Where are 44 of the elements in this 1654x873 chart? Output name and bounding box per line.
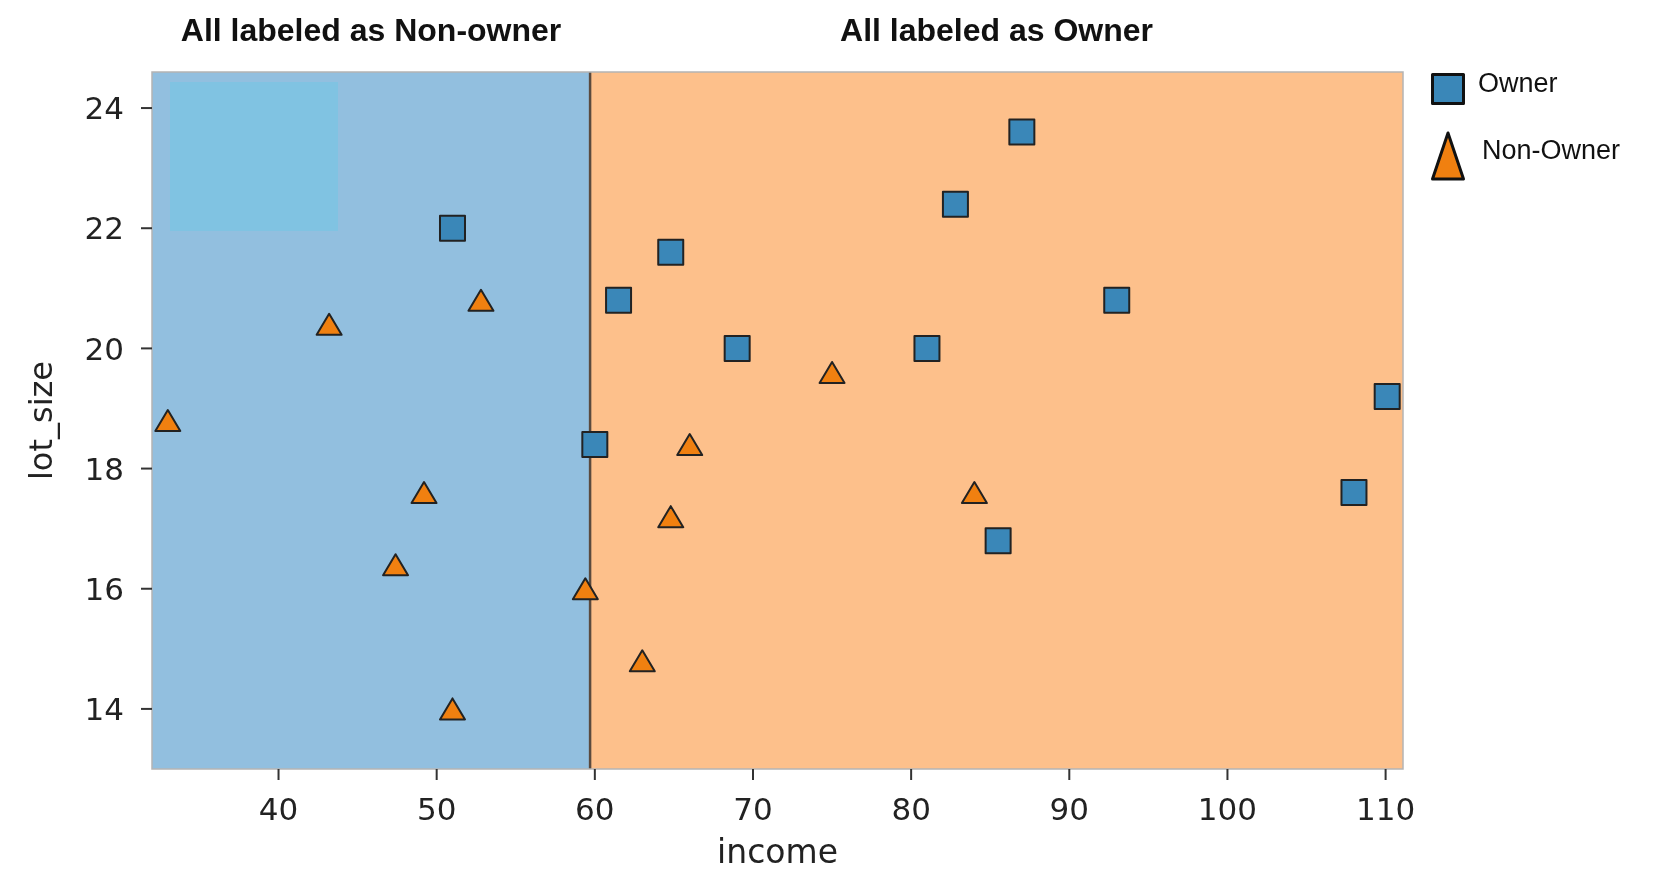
y-tick-label: 16 [84, 570, 124, 607]
x-tick-label: 60 [575, 791, 615, 827]
y-tick-label: 20 [84, 330, 124, 367]
point [941, 190, 969, 218]
point [657, 238, 685, 266]
point [438, 214, 466, 242]
x-tick-label: 40 [258, 791, 299, 827]
legend-label: Non-Owner [1482, 135, 1621, 165]
point [1373, 382, 1401, 410]
point [628, 649, 656, 673]
point [676, 433, 704, 457]
band-label: All labeled as Owner [840, 12, 1154, 48]
x-tick-label: 90 [1049, 791, 1090, 827]
point [818, 360, 846, 384]
point [154, 409, 182, 432]
y-tick-label: 22 [84, 210, 124, 247]
band-label: All labeled as Non-owner [180, 12, 562, 48]
y-axis-title: lot_size [22, 360, 60, 481]
x-tick-label: 50 [416, 791, 457, 827]
point [913, 334, 941, 362]
point [960, 481, 988, 505]
point [723, 334, 751, 362]
x-tick-label: 100 [1197, 791, 1258, 827]
y-tick-label: 14 [84, 691, 124, 728]
point [1340, 479, 1368, 507]
point [657, 505, 685, 529]
legend-label: Owner [1478, 68, 1558, 98]
point [467, 288, 495, 312]
point [438, 697, 466, 721]
point [1008, 118, 1036, 146]
y-tick-label: 18 [84, 450, 124, 487]
point [984, 527, 1012, 555]
x-axis-title: income [717, 832, 838, 871]
y-tick-label: 24 [84, 90, 124, 127]
point [571, 577, 599, 601]
point [410, 481, 438, 505]
point [1103, 286, 1131, 314]
point [315, 312, 343, 336]
x-tick-label: 70 [733, 791, 773, 827]
point [581, 431, 609, 459]
point [605, 286, 633, 314]
x-tick-label: 80 [891, 791, 931, 827]
point [382, 553, 410, 577]
x-tick-label: 110 [1356, 791, 1416, 827]
